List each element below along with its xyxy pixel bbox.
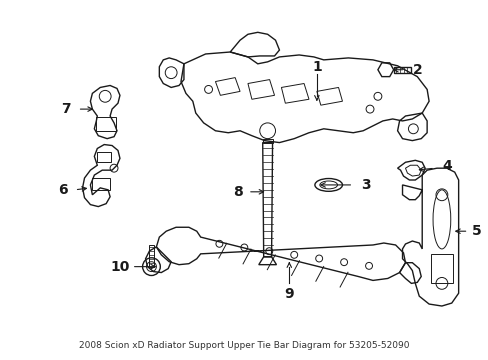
Text: 6: 6 — [58, 183, 67, 197]
Text: 3: 3 — [361, 178, 370, 192]
Bar — [148, 245, 154, 267]
Text: 10: 10 — [110, 260, 129, 274]
Text: 8: 8 — [233, 185, 243, 199]
Text: 2: 2 — [411, 63, 421, 77]
Bar — [430, 254, 452, 283]
Bar — [96, 117, 116, 131]
Text: 5: 5 — [470, 224, 480, 238]
Bar — [92, 178, 110, 190]
Text: 2008 Scion xD Radiator Support Upper Tie Bar Diagram for 53205-52090: 2008 Scion xD Radiator Support Upper Tie… — [79, 341, 409, 350]
Text: 7: 7 — [61, 102, 70, 116]
Text: 4: 4 — [441, 159, 451, 173]
Bar — [97, 152, 111, 162]
Bar — [393, 67, 410, 73]
Text: 1: 1 — [311, 60, 321, 74]
Bar — [262, 139, 272, 143]
Text: 9: 9 — [284, 287, 293, 301]
